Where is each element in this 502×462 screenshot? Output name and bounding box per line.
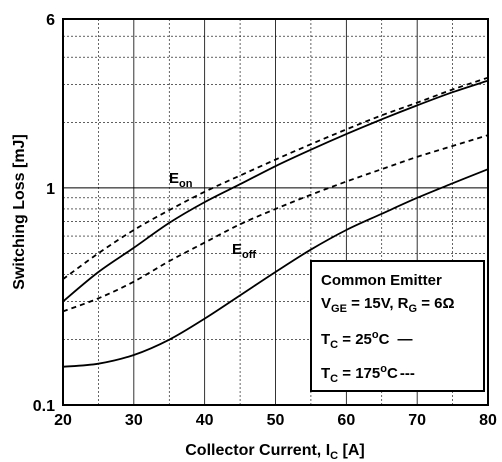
series-e-on-25c [62,79,489,303]
x-tick-label: 60 [337,412,355,429]
x-tick-label: 80 [479,412,497,429]
eoff-annotation: Eoff [232,241,256,261]
series-e-off-175c [62,134,489,313]
series-e-off-25c [62,168,489,368]
legend-box [310,260,485,392]
eon-annotation: Eon [169,170,193,190]
legend-condition: VGE = 15V, RG = 6Ω [321,295,455,315]
x-tick-label: 30 [125,412,143,429]
legend: Common Emitter VGE = 15V, RG = 6Ω TC = 2… [310,260,485,392]
x-tick-label: 50 [267,412,285,429]
plot-frame [62,18,489,406]
series-e-on-175c [62,76,489,280]
series-lines [62,76,489,368]
legend-tc175: TC = 175oC --- [321,363,415,385]
y-tick-label: 0.1 [33,398,55,415]
legend-tc25: TC = 25oC — [321,329,412,351]
y-tick-label: 1 [46,181,55,198]
x-tick-label: 20 [54,412,72,429]
x-axis-label: Collector Current, IC [A] [185,442,365,462]
x-tick-label: 40 [196,412,214,429]
tick-labels: 20 30 40 50 60 70 80 0.1 1 6 [33,12,497,429]
y-axis-label: Switching Loss [mJ] [11,134,28,290]
x-tick-label: 70 [408,412,426,429]
y-tick-label: 6 [46,12,55,29]
legend-title: Common Emitter [321,272,442,289]
